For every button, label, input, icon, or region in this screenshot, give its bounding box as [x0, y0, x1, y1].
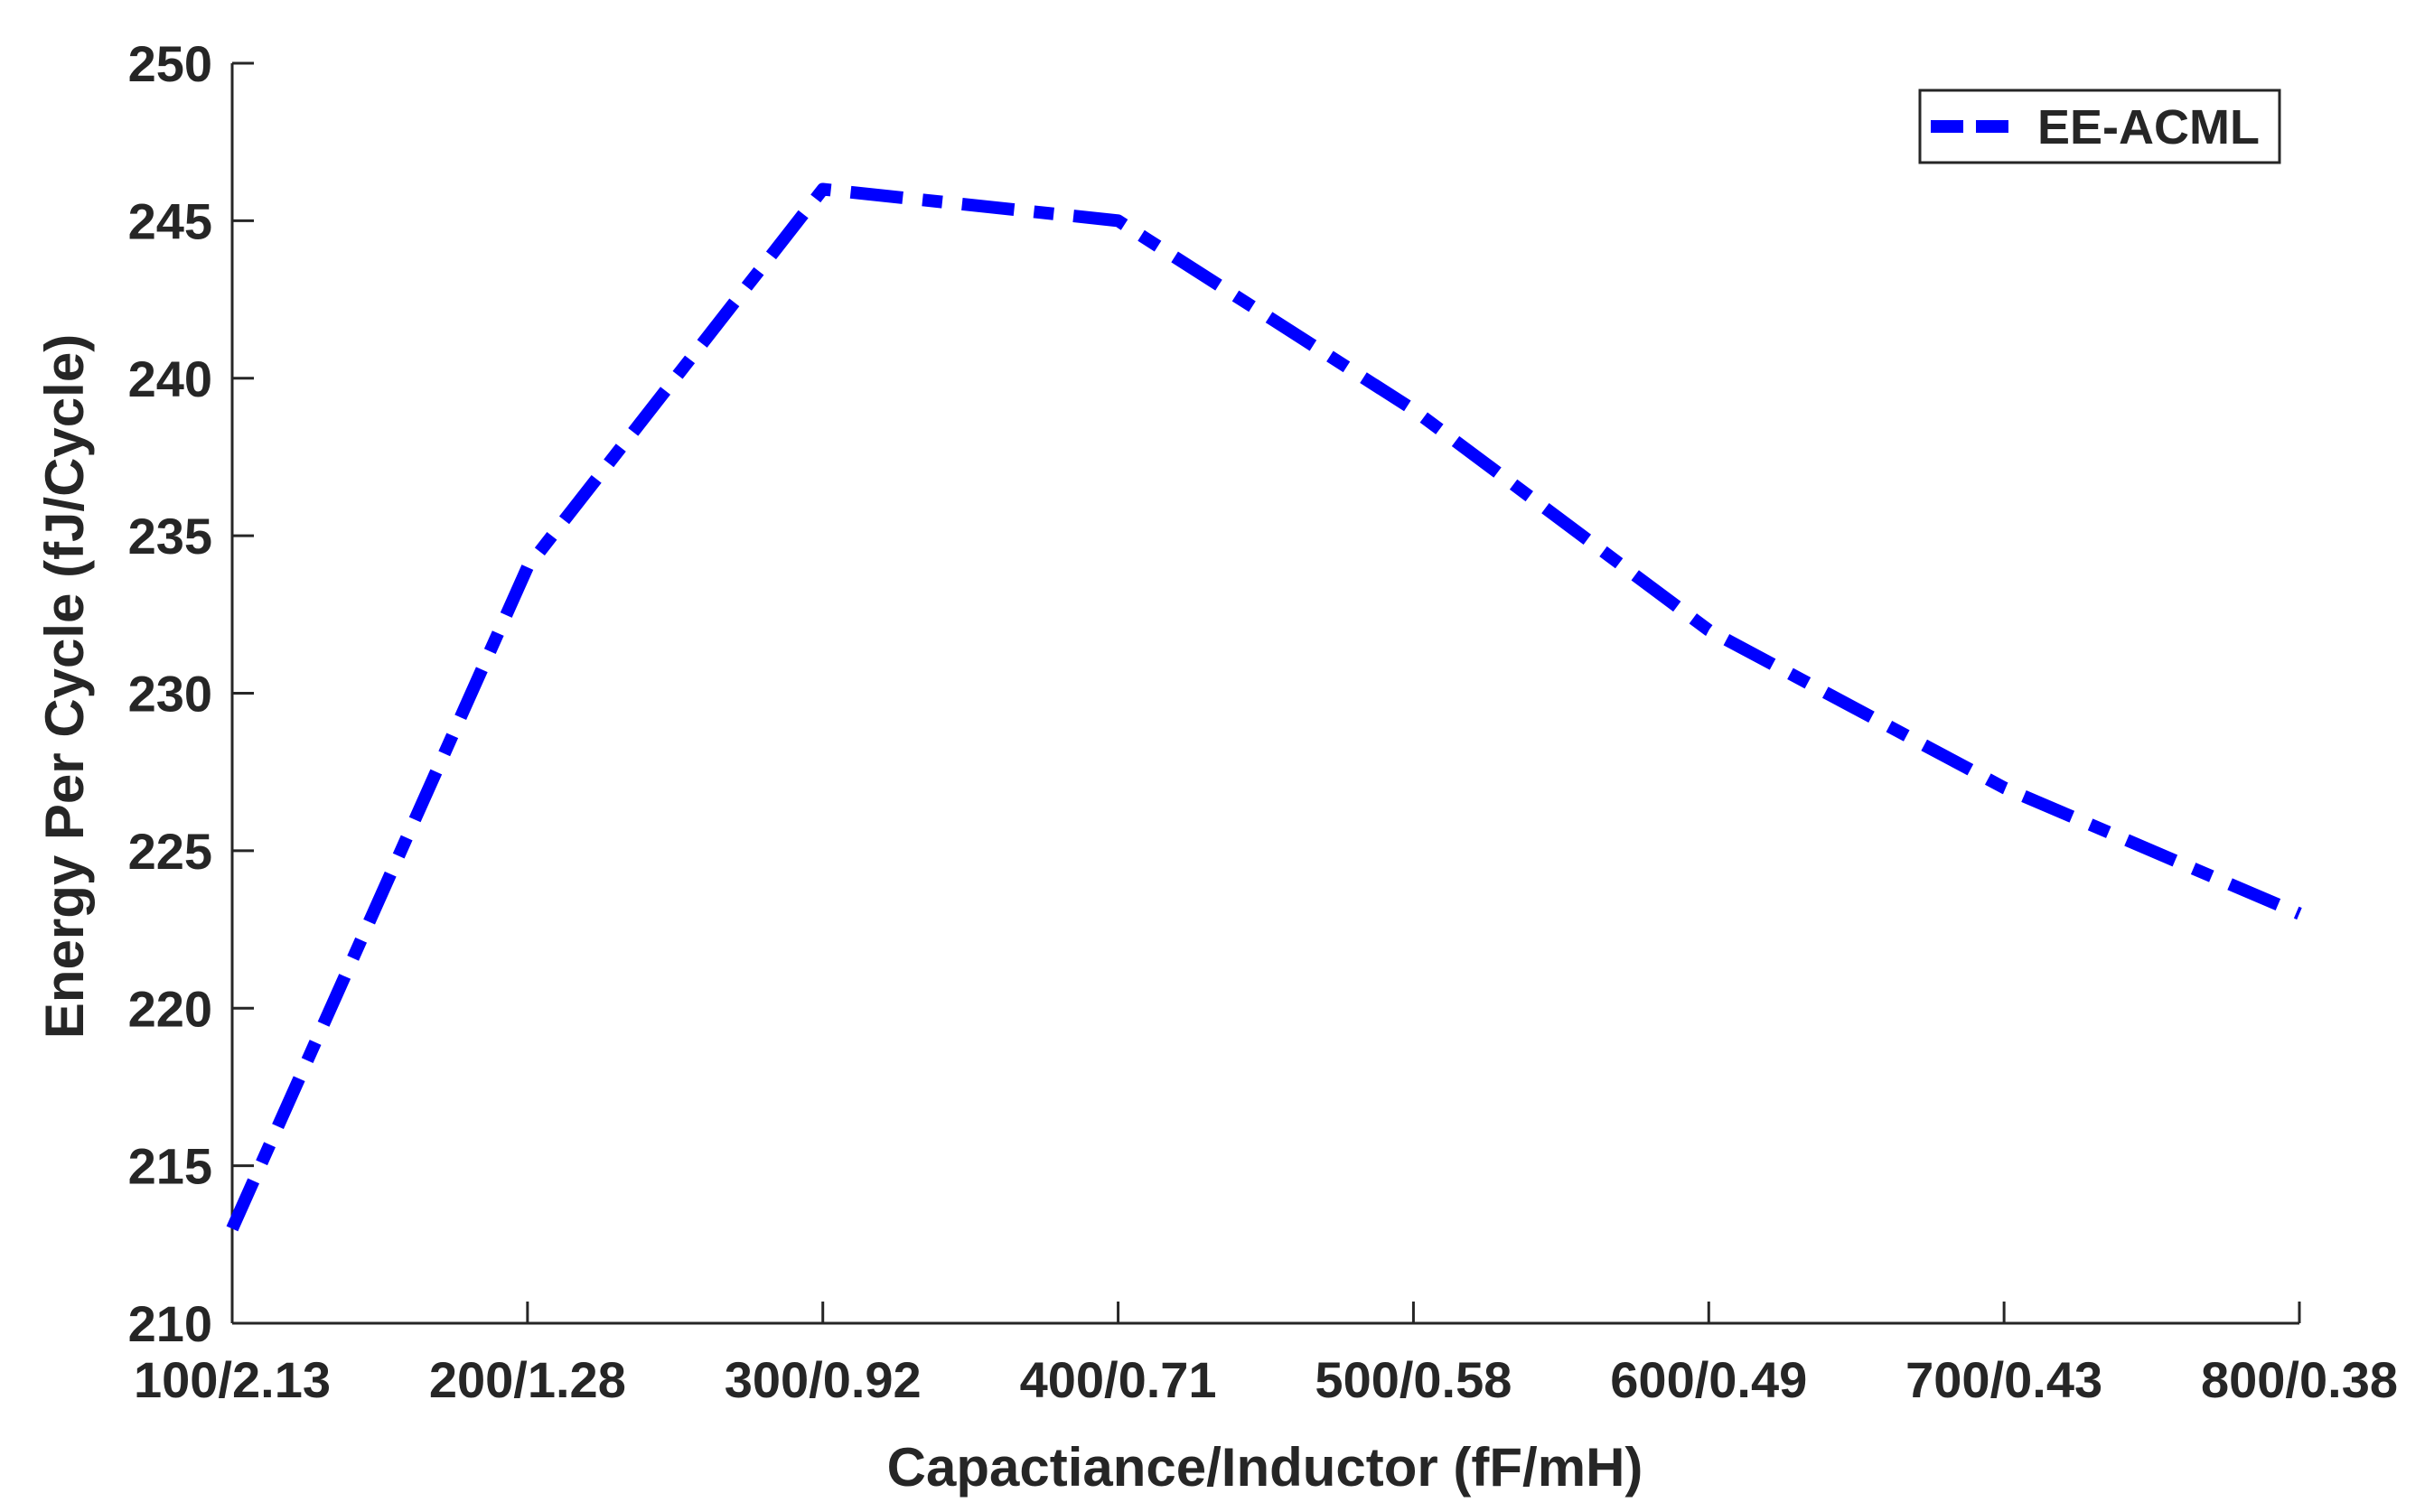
y-tick-label: 235 [128, 508, 212, 565]
y-tick-label: 230 [128, 666, 212, 723]
data-point [231, 1227, 233, 1229]
y-tick-label: 225 [128, 823, 212, 880]
data-point [822, 189, 824, 191]
data-point [527, 566, 529, 568]
data-point [2003, 787, 2005, 789]
x-tick-label: 500/0.58 [1315, 1351, 1512, 1408]
y-tick-label: 250 [128, 35, 212, 92]
y-tick-label: 220 [128, 980, 212, 1037]
y-tick-label: 240 [128, 350, 212, 407]
x-tick-label: 700/0.43 [1905, 1351, 2102, 1408]
y-tick-label: 215 [128, 1138, 212, 1195]
data-point [1412, 409, 1414, 411]
legend: EE-ACML [1918, 89, 2281, 164]
series-line [226, 182, 2302, 1232]
x-tick-label: 800/0.38 [2201, 1351, 2398, 1408]
y-tick-label: 245 [128, 192, 212, 249]
data-point [2298, 913, 2300, 915]
x-tick-label: 100/2.13 [134, 1351, 331, 1408]
y-axis-label: Energy Per Cycle (fJ/Cycle) [34, 334, 95, 1039]
y-tick-label: 210 [128, 1295, 212, 1352]
series-layer [226, 182, 2302, 1232]
x-tick-label: 300/0.92 [725, 1351, 922, 1408]
data-point [1708, 630, 1709, 631]
x-tick-label: 400/0.71 [1020, 1351, 1217, 1408]
x-tick-label: 600/0.49 [1610, 1351, 1807, 1408]
axes: 210 215 220 225 230 235 240 245 250 100/2.13 200/1… [128, 35, 2398, 1408]
x-axis-label: Capactiance/Inductor (fF/mH) [887, 1437, 1643, 1498]
x-tick-label: 200/1.28 [429, 1351, 626, 1408]
legend-label: EE-ACML [2037, 100, 2260, 154]
data-point [1118, 219, 1119, 221]
